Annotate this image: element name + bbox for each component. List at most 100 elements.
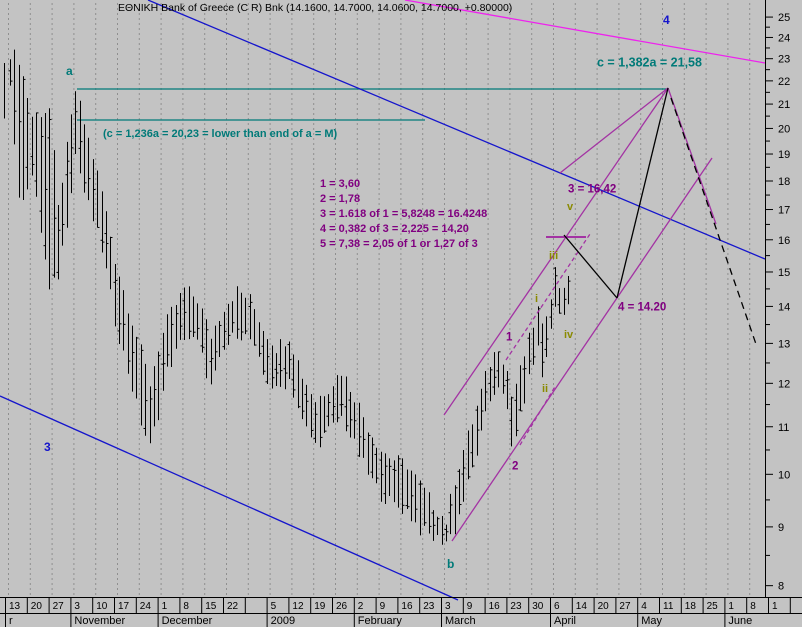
week-tick-label: 1 — [728, 601, 734, 612]
price-tick-label: 12 — [778, 378, 790, 390]
price-tick-label: 14 — [778, 301, 790, 313]
week-tick-label: 8 — [183, 601, 189, 612]
week-tick-label: 23 — [510, 601, 522, 612]
black-dashed-crash-projection — [670, 97, 758, 348]
price-tick-label: 13 — [778, 338, 790, 350]
month-label: May — [641, 615, 662, 627]
wave-i-label: i — [535, 293, 538, 305]
black-projection-up — [616, 87, 669, 299]
week-tick-label: 10 — [96, 601, 108, 612]
week-tick-label: 26 — [336, 601, 348, 612]
purple-uptrend-to-peak — [443, 87, 669, 416]
week-tick-label: 20 — [598, 601, 610, 612]
price-tick-label: 21 — [778, 99, 790, 111]
price-tick-label: 22 — [778, 76, 790, 88]
week-tick-label: 19 — [314, 601, 326, 612]
week-tick-label: 17 — [118, 601, 130, 612]
week-tick-label: 15 — [205, 601, 217, 612]
gridlines — [8, 3, 751, 596]
c-alternative-note: (c = 1,236a = 20,23 = lower than end of … — [103, 128, 337, 140]
blue-downtrend-line — [147, 0, 766, 260]
week-tick-label: 6 — [554, 601, 560, 612]
blue-channel-lower-line — [0, 395, 459, 601]
week-tick-label: 9 — [380, 601, 386, 612]
price-tick-label: 24 — [778, 32, 790, 44]
week-tick-label: 16 — [401, 601, 413, 612]
wave-calc-line-1: 1 = 3,60 — [320, 178, 360, 190]
price-tick-label: 23 — [778, 54, 790, 66]
week-tick-label: 16 — [489, 601, 501, 612]
wave-2-label: 2 — [512, 461, 518, 473]
week-tick-label: 20 — [31, 601, 43, 612]
wave-ii-label: ii — [542, 383, 548, 395]
wave-calc-line-2: 2 = 1,78 — [320, 193, 360, 205]
price-tick-label: 17 — [778, 205, 790, 217]
price-bars — [4, 49, 571, 545]
price-tick-label: 16 — [778, 235, 790, 247]
purple-uptrend-from-b — [451, 157, 713, 542]
week-tick-label: 1 — [772, 601, 778, 612]
bottom-axis[interactable]: 13 20 27 3 10 17 24 1 8 15 22 5 12 19 26 2 9 16 23 3 9 16 23 30… — [0, 597, 802, 627]
price-tick-label: 11 — [778, 422, 789, 434]
wave-4-target-label: 4 = 14.20 — [618, 302, 666, 314]
week-tick-label: 25 — [707, 601, 719, 612]
right-axis[interactable]: 8 9 10 11 12 13 14 15 16 17 18 19 20 21 22 23 24 25 — [765, 0, 790, 597]
wave-iii-label: iii — [549, 250, 558, 262]
week-tick-label: 11 — [663, 601, 674, 612]
week-tick-label: 3 — [445, 601, 451, 612]
wave-1-label: 1 — [506, 332, 513, 344]
week-tick-label: 23 — [423, 601, 435, 612]
price-tick-label: 20 — [778, 123, 790, 135]
week-tick-label: 30 — [532, 601, 544, 612]
chart-title: ΕΘΝΙΚΗ Bank of Greece (C R) Bnk (14.1600… — [118, 2, 513, 14]
week-tick-label: 18 — [685, 601, 697, 612]
month-label: 2009 — [271, 615, 295, 627]
purple-dashed-inner-2 — [519, 384, 557, 446]
week-tick-label: 14 — [576, 601, 588, 612]
purple-fan-line — [559, 87, 669, 174]
purple-dashed-inner-1 — [505, 233, 591, 361]
wave-v-label: v — [567, 201, 574, 213]
week-tick-label: 2 — [358, 601, 364, 612]
blue-wave-4-label: 4 — [663, 13, 670, 27]
trendlines-over — [443, 87, 758, 542]
week-tick-label: 22 — [227, 601, 239, 612]
black-projection-down — [563, 234, 618, 299]
price-tick-label: 9 — [778, 522, 784, 534]
month-label: March — [445, 615, 476, 627]
wave-iv-label: iv — [564, 329, 574, 341]
week-tick-label: 12 — [292, 601, 304, 612]
week-tick-label: 8 — [750, 601, 756, 612]
wave-3-target-label: 3 = 16,42 — [568, 184, 616, 196]
month-label: December — [162, 615, 213, 627]
week-tick-label: 3 — [74, 601, 80, 612]
wave-a-label: a — [66, 64, 73, 78]
price-tick-label: 19 — [778, 149, 790, 161]
month-label: June — [728, 615, 752, 627]
trendlines-under — [0, 0, 766, 601]
week-tick-label: 9 — [467, 601, 473, 612]
wave-calc-line-4: 4 = 0,382 of 3 = 2,225 = 14,20 — [320, 223, 469, 235]
price-tick-label: 10 — [778, 469, 790, 481]
month-label: November — [74, 615, 125, 627]
week-tick-label: 27 — [53, 601, 65, 612]
magenta-trendline — [404, 0, 766, 64]
month-label: r — [9, 615, 13, 627]
price-tick-label: 15 — [778, 267, 790, 279]
blue-wave-3-label: 3 — [44, 440, 51, 454]
c-target-label: c = 1,382a = 21,58 — [597, 56, 702, 70]
week-tick-label: 27 — [619, 601, 631, 612]
annotation-labels: a b c = 1,382a = 21,58 (c = 1,236a = 20,23 … — [44, 13, 702, 571]
wave-calc-line-3: 3 = 1.618 of 1 = 5,8248 = 16.4248 — [320, 208, 487, 220]
price-tick-label: 8 — [778, 581, 784, 593]
month-label: April — [554, 615, 576, 627]
week-tick-label: 5 — [271, 601, 277, 612]
price-tick-label: 25 — [778, 12, 790, 24]
wave-b-label: b — [447, 557, 454, 571]
wave-calc-line-5: 5 = 7,38 = 2,05 of 1 or 1,27 of 3 — [320, 238, 478, 250]
month-label: February — [358, 615, 403, 627]
week-tick-label: 24 — [140, 601, 152, 612]
week-tick-label: 1 — [162, 601, 168, 612]
